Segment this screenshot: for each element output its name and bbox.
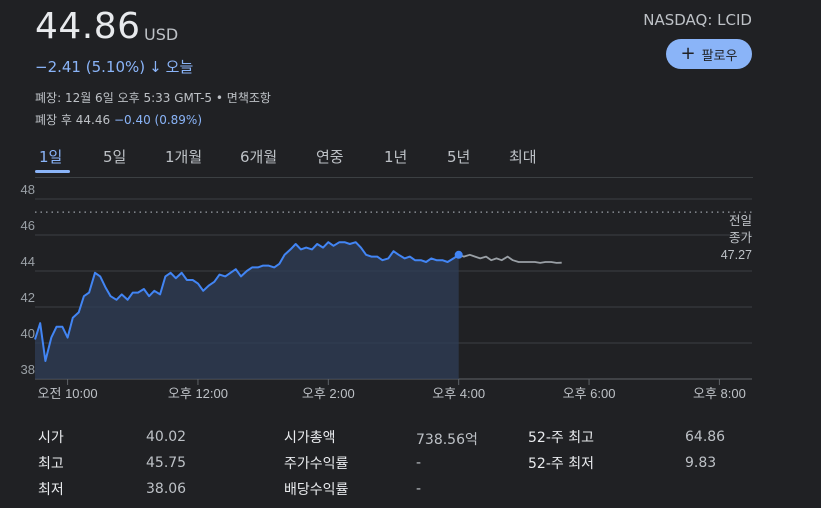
prev-close-label-line: 전일 xyxy=(729,214,752,228)
tab-5y[interactable]: 5년 xyxy=(447,148,471,166)
regular-price-line xyxy=(34,241,460,362)
tab-1m[interactable]: 1개월 xyxy=(165,148,203,166)
close-time: 폐장: 12월 6일 오후 5:33 GMT-5 xyxy=(35,91,213,105)
stat-52w-low-label: 52-주 최저 xyxy=(528,456,594,472)
after-hours-price: 폐장 후 44.46 xyxy=(35,113,111,127)
stat-open-value: 40.02 xyxy=(146,429,187,445)
y-tick-label: 42 xyxy=(21,290,35,305)
after_hours-price-line xyxy=(458,253,562,264)
tab-6m[interactable]: 6개월 xyxy=(240,148,278,166)
follow-button[interactable]: + 팔로우 xyxy=(666,39,752,69)
stat-open-label: 시가 xyxy=(38,430,64,446)
stat-low-value: 38.06 xyxy=(146,481,187,497)
stat-pe-value: - xyxy=(416,455,422,471)
stat-mktcap-value: 738.56억 xyxy=(416,432,478,448)
y-axis-ticks: 48 46 44 42 40 38 xyxy=(21,182,35,377)
stat-52w-low-value: 9.83 xyxy=(685,455,717,471)
disclaimer-link[interactable]: 면책조항 xyxy=(226,91,271,105)
arrow-down-icon: ↓ xyxy=(149,57,162,76)
price-lines xyxy=(34,241,562,362)
change-value: −2.41 (5.10%) xyxy=(35,57,146,76)
currency-label: USD xyxy=(144,25,179,44)
y-tick-label: 44 xyxy=(21,254,35,269)
after-hours-info: 폐장 후 44.46 −0.40 (0.89%) xyxy=(35,111,202,128)
x-tick-label: 오후 12:00 xyxy=(168,386,228,401)
stat-52w-high-value: 64.86 xyxy=(685,429,726,445)
x-tick-label: 오후 4:00 xyxy=(432,386,485,401)
regular-session-area xyxy=(35,242,459,379)
tab-5d[interactable]: 5일 xyxy=(103,148,127,166)
prev-close-label-line: 종가 xyxy=(729,231,753,245)
stat-pe-label: 주가수익률 xyxy=(284,456,349,472)
y-tick-label: 48 xyxy=(21,182,35,197)
x-tick-label: 오후 2:00 xyxy=(302,386,355,401)
y-tick-label: 46 xyxy=(21,218,35,233)
x-tick-label: 오후 8:00 xyxy=(693,386,746,401)
plus-icon: + xyxy=(680,43,696,64)
separator: • xyxy=(215,91,223,105)
price-chart[interactable]: 48 46 44 42 40 38 오전 10:00 오후 12:00 오후 2:00 오후 4… xyxy=(0,180,821,410)
close-info: 폐장: 12월 6일 오후 5:33 GMT-5 • 면책조항 xyxy=(35,89,271,106)
follow-label: 팔로우 xyxy=(701,48,738,64)
stat-high-value: 45.75 xyxy=(146,455,187,471)
active-tab-indicator xyxy=(35,170,70,173)
stat-low-label: 최저 xyxy=(38,482,64,498)
y-tick-label: 38 xyxy=(21,362,35,377)
tab-ytd[interactable]: 연중 xyxy=(316,148,344,166)
change-period: 오늘 xyxy=(165,58,194,76)
prev-close-label-line: 47.27 xyxy=(721,248,752,262)
stat-mktcap-label: 시가총액 xyxy=(284,430,336,446)
tabs-divider xyxy=(35,177,753,178)
after-hours-change: −0.40 (0.89%) xyxy=(113,113,203,127)
stat-div-label: 배당수익률 xyxy=(284,482,349,498)
x-axis-ticks: 오전 10:00 오후 12:00 오후 2:00 오후 4:00 오후 6:00 오후 … xyxy=(38,379,746,401)
tab-max[interactable]: 최대 xyxy=(509,148,537,166)
stat-52w-high-label: 52-주 최고 xyxy=(528,430,594,446)
tab-1y[interactable]: 1년 xyxy=(384,148,408,166)
price-change: −2.41 (5.10%) ↓ 오늘 xyxy=(35,56,193,77)
exchange-ticker: NASDAQ: LCID xyxy=(643,11,752,29)
stat-div-value: - xyxy=(416,481,422,497)
stock-price: 44.86 xyxy=(35,6,141,47)
tab-1d[interactable]: 1일 xyxy=(39,148,63,166)
y-tick-label: 40 xyxy=(21,326,35,341)
stat-high-label: 최고 xyxy=(38,456,64,472)
last-price-dot xyxy=(454,250,463,259)
x-tick-label: 오후 6:00 xyxy=(563,386,616,401)
x-tick-label: 오전 10:00 xyxy=(38,386,98,401)
